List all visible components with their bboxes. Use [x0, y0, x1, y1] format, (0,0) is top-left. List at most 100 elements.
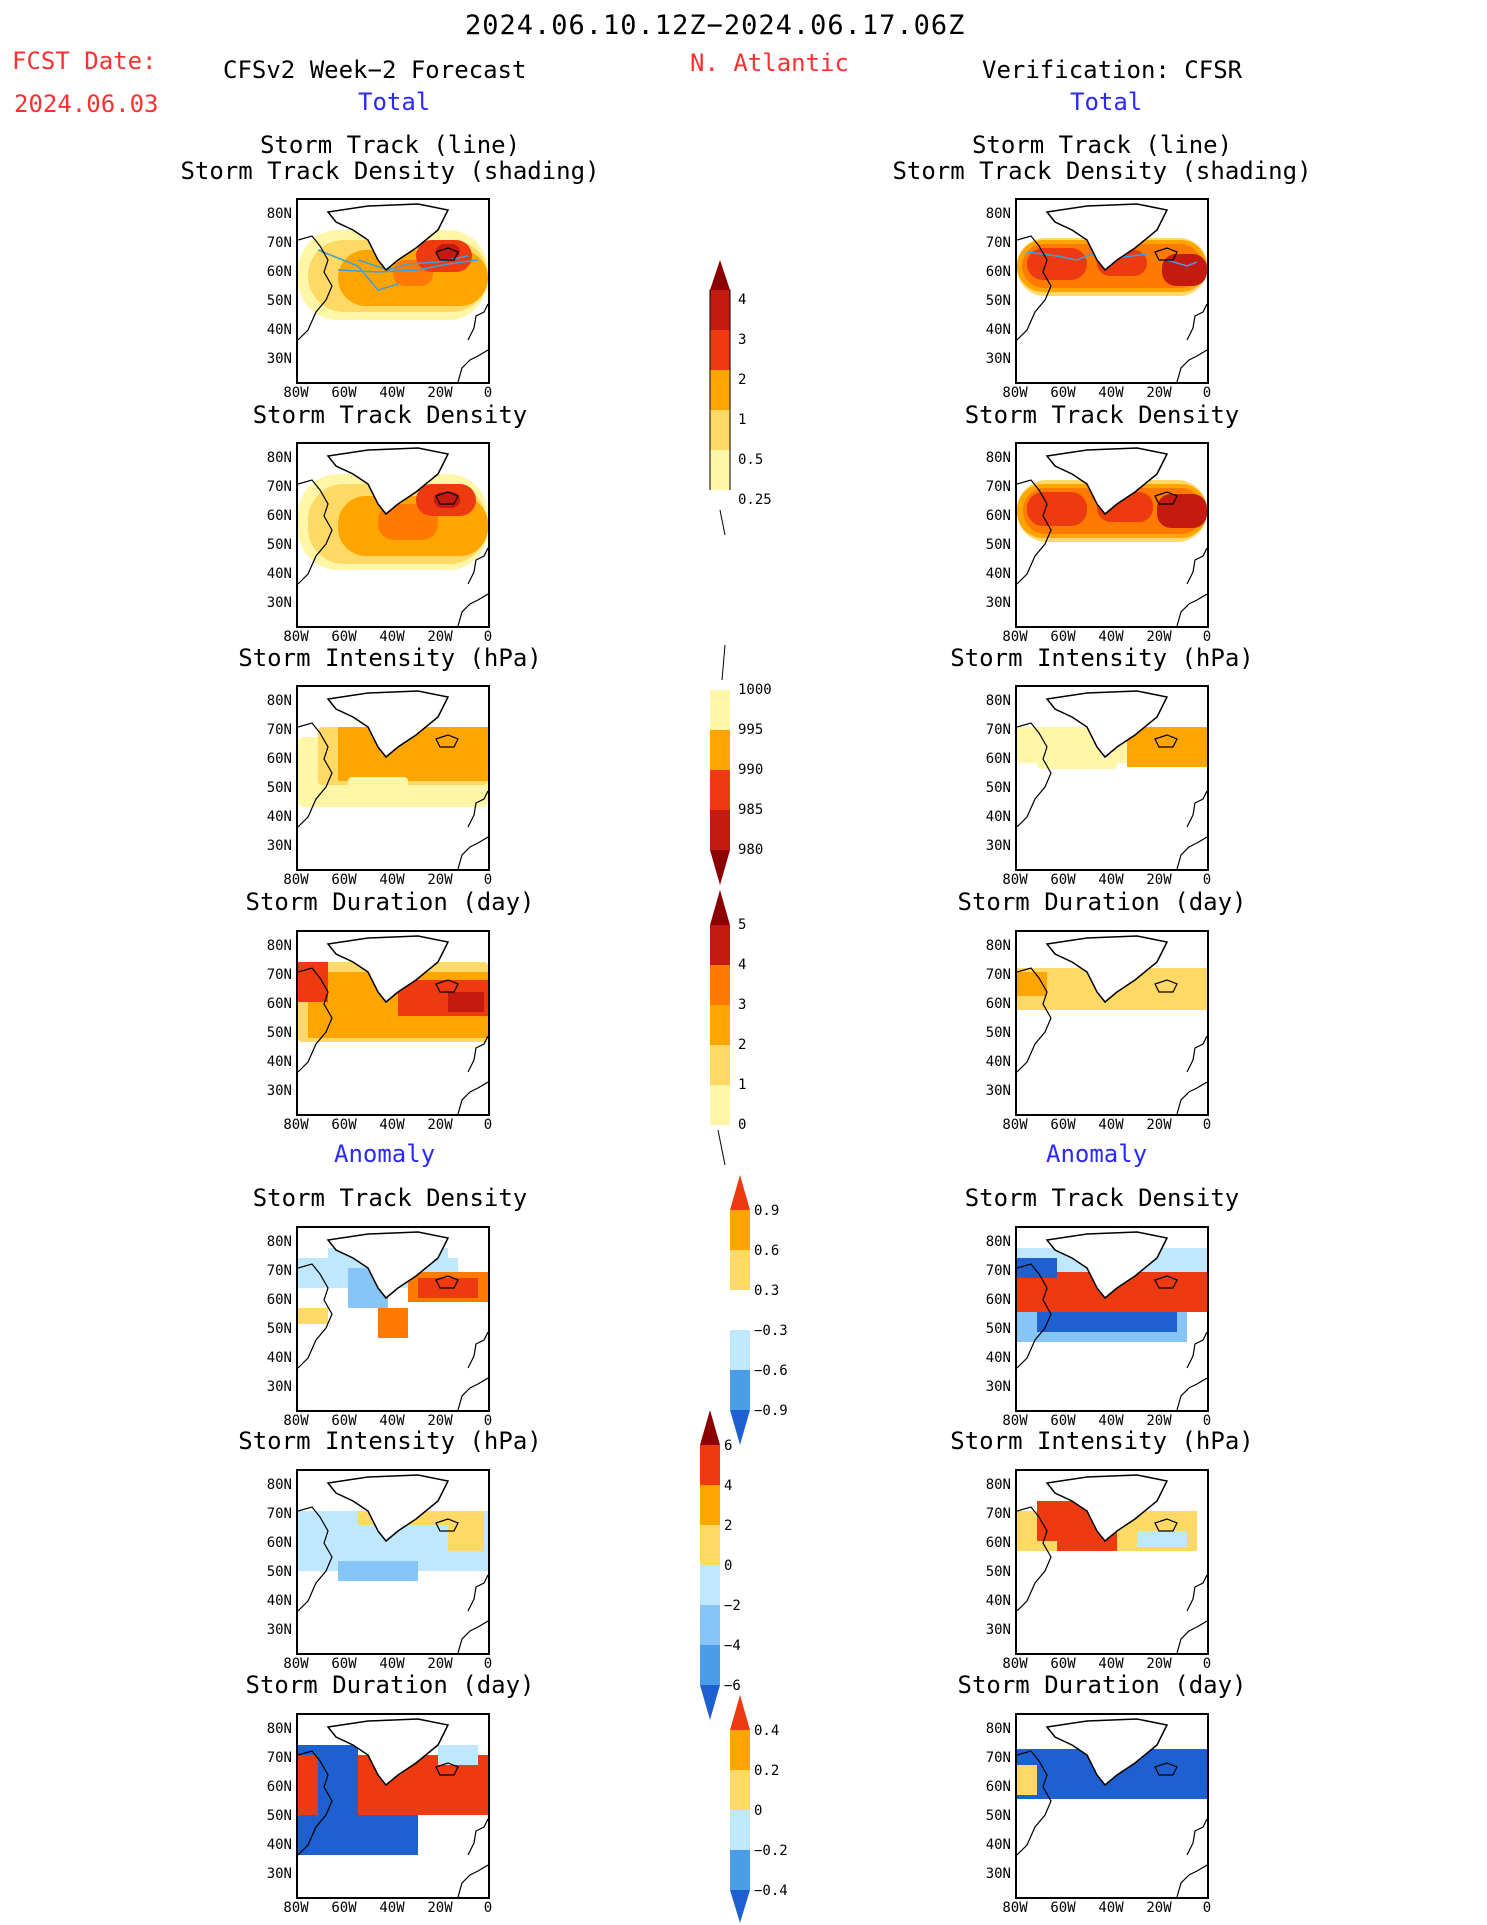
lat-tick-label: 40N: [985, 1054, 1011, 1070]
lon-tick-label: 80W: [1002, 872, 1028, 888]
lat-tick-label: 50N: [266, 1808, 292, 1824]
lat-tick-label: 40N: [985, 1350, 1011, 1366]
lon-tick-label: 0: [1202, 1117, 1212, 1133]
lon-tick-label: 20W: [427, 629, 453, 645]
lat-tick-label: 50N: [985, 293, 1011, 309]
coastline: [457, 1574, 488, 1653]
coastline: [457, 1818, 488, 1897]
shaded-field: [1027, 248, 1087, 280]
title-r2-right: Storm Track Density: [964, 401, 1240, 429]
lon-tick-label: 60W: [1050, 629, 1076, 645]
cb-density-anom-label: 0.3: [754, 1283, 780, 1299]
lat-tick-label: 80N: [266, 1721, 292, 1737]
shaded-field: [338, 1561, 418, 1581]
lat-tick-label: 80N: [985, 693, 1011, 709]
lat-tick-label: 50N: [985, 1321, 1011, 1337]
lat-tick-label: 80N: [985, 1477, 1011, 1493]
shaded-field: [298, 1755, 318, 1815]
title-r6-right: Storm Intensity (hPa): [950, 1427, 1254, 1455]
lat-tick-label: 50N: [266, 293, 292, 309]
lon-tick-label: 0: [483, 1117, 493, 1133]
lon-tick-label: 60W: [331, 629, 357, 645]
lon-tick-label: 20W: [427, 1117, 453, 1133]
cb-density-label: 2: [738, 372, 747, 388]
lat-tick-label: 30N: [266, 1083, 292, 1099]
lon-tick-label: 60W: [331, 1117, 357, 1133]
lon-tick-label: 0: [483, 1900, 493, 1916]
shaded-field: [1162, 254, 1207, 286]
storm-track-lines: [317, 219, 479, 291]
cb-intensity-anom-label: −2: [724, 1598, 741, 1614]
cb-duration-label: 1: [738, 1077, 747, 1093]
lon-tick-label: 60W: [1050, 872, 1076, 888]
lat-tick-label: 60N: [266, 1535, 292, 1551]
shaded-field: [348, 777, 408, 801]
lat-tick-label: 70N: [266, 722, 292, 738]
lat-tick-label: 70N: [985, 722, 1011, 738]
lat-tick-label: 70N: [266, 967, 292, 983]
cb-duration-label: 5: [738, 917, 747, 933]
coastline: [1154, 491, 1178, 505]
lon-tick-label: 20W: [1146, 1413, 1172, 1429]
greenland-outline: [326, 1718, 450, 1787]
greenland-outline: [1045, 1474, 1169, 1543]
coastline: [298, 722, 333, 828]
lat-tick-label: 60N: [266, 996, 292, 1012]
cb-intensity-label: 985: [738, 802, 764, 818]
coastline: [1154, 1762, 1178, 1776]
coastline: [1154, 734, 1178, 748]
lat-tick-label: 80N: [985, 938, 1011, 954]
coastline: [435, 1275, 459, 1289]
coastline: [1176, 303, 1207, 382]
lat-tick-label: 70N: [266, 1263, 292, 1279]
lat-tick-label: 60N: [985, 1779, 1011, 1795]
lat-tick-label: 30N: [985, 1866, 1011, 1882]
lon-tick-label: 0: [483, 385, 493, 401]
lon-tick-label: 60W: [331, 385, 357, 401]
lon-tick-label: 0: [1202, 1413, 1212, 1429]
cb-intensity-anom-label: −4: [724, 1638, 741, 1654]
lon-tick-label: 40W: [1098, 872, 1124, 888]
lat-tick-label: 60N: [985, 508, 1011, 524]
title-r1b-right: Storm Track Density (shading): [892, 157, 1312, 185]
lat-tick-label: 60N: [985, 1535, 1011, 1551]
title-r5-left: Storm Track Density: [252, 1184, 528, 1212]
greenland-outline: [326, 203, 450, 272]
lon-tick-label: 20W: [427, 872, 453, 888]
lon-tick-label: 80W: [1002, 1117, 1028, 1133]
greenland-outline: [326, 447, 450, 516]
lon-tick-label: 60W: [331, 1900, 357, 1916]
forecast-period: 2024.06.10.12Z−2024.06.17.06Z: [465, 10, 966, 41]
cb-duration-anom-label: −0.2: [754, 1843, 788, 1859]
shaded-field: [1157, 494, 1207, 528]
track-density-anomaly-forecast-map: [296, 1226, 490, 1412]
lat-tick-label: 60N: [266, 508, 292, 524]
duration-anomaly-verification-map: [1015, 1713, 1209, 1899]
cb-density-anom-label: −0.9: [754, 1403, 788, 1419]
title-r5-right: Storm Track Density: [964, 1184, 1240, 1212]
cb-intensity-anom-label: 0: [724, 1558, 733, 1574]
lat-tick-label: 80N: [266, 693, 292, 709]
lat-tick-label: 60N: [985, 751, 1011, 767]
title-r4-right: Storm Duration (day): [957, 888, 1247, 916]
coastline: [435, 247, 459, 261]
coastline: [1017, 1506, 1052, 1612]
lat-tick-label: 70N: [985, 1263, 1011, 1279]
cb-duration-anom-label: 0.4: [754, 1723, 780, 1739]
coastline: [1017, 967, 1052, 1073]
lon-tick-label: 40W: [1098, 1656, 1124, 1672]
lat-tick-label: 80N: [266, 1477, 292, 1493]
coastline: [457, 1331, 488, 1410]
lon-tick-label: 40W: [1098, 629, 1124, 645]
lat-tick-label: 40N: [266, 322, 292, 338]
storm-track-density-verification-map: [1015, 442, 1209, 628]
lon-tick-label: 60W: [1050, 1900, 1076, 1916]
title-r7-right: Storm Duration (day): [957, 1671, 1247, 1699]
lon-tick-label: 0: [1202, 872, 1212, 888]
lon-tick-label: 60W: [1050, 1413, 1076, 1429]
lon-tick-label: 80W: [1002, 1656, 1028, 1672]
storm-track-forecast-map: [296, 198, 490, 384]
coastline: [1176, 1818, 1207, 1897]
lat-tick-label: 50N: [985, 1025, 1011, 1041]
cb-density-anom-label: −0.3: [754, 1323, 788, 1339]
